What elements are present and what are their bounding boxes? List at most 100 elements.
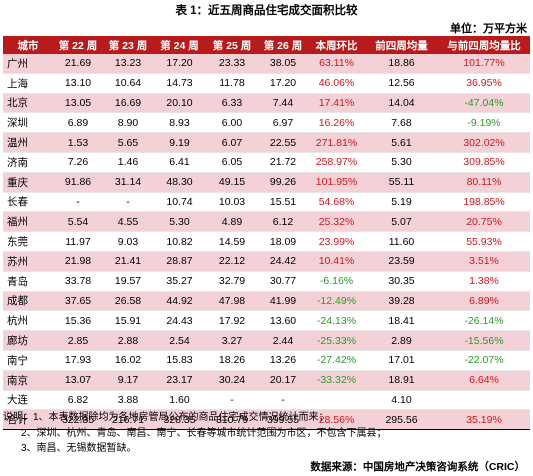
week-24-cell: 328.35 — [153, 409, 206, 431]
week-on-week-cell: -24.13% — [308, 310, 365, 332]
week-23-cell: 9.03 — [103, 231, 153, 252]
week-26-cell: 30.77 — [258, 271, 308, 292]
four-week-avg-cell: 55.11 — [365, 172, 438, 193]
header-week-26: 第 26 周 — [258, 36, 308, 54]
week-23-cell: 19.57 — [103, 271, 153, 292]
city-cell: 大连 — [3, 390, 53, 411]
week-26-cell: 13.26 — [258, 350, 308, 371]
city-cell: 温州 — [3, 132, 53, 153]
week-22-cell: 11.97 — [53, 231, 103, 252]
four-week-avg-cell: 14.04 — [365, 93, 438, 114]
table-row: 深圳 6.89 8.90 8.93 6.00 6.97 16.26% 7.68 -9.19% — [3, 112, 530, 134]
week-24-cell: 23.17 — [153, 370, 206, 391]
week-on-week-cell: 23.99% — [308, 231, 365, 252]
week-26-cell: 6.12 — [258, 211, 308, 233]
week-22-cell: 13.10 — [53, 73, 103, 94]
week-on-week-cell: 63.11% — [308, 54, 365, 74]
city-cell: 重庆 — [3, 172, 53, 193]
week-24-cell: 14.73 — [153, 73, 206, 94]
week-22-cell: 91.86 — [53, 172, 103, 193]
week-24-cell: 24.43 — [153, 310, 206, 332]
week-on-week-cell: 101.95% — [308, 172, 365, 193]
week-22-cell: 21.69 — [53, 54, 103, 74]
header-week-25: 第 25 周 — [206, 36, 258, 54]
header-week-on-week: 本周环比 — [308, 36, 365, 54]
week-25-cell: 6.00 — [206, 112, 258, 134]
four-week-avg-cell: 23.59 — [365, 251, 438, 272]
vs-avg-cell: 101.77% — [438, 54, 530, 74]
week-24-cell: 48.30 — [153, 172, 206, 193]
table-title: 表 1：近五周商品住宅成交面积比较 — [175, 5, 358, 17]
week-23-cell: 5.65 — [103, 132, 153, 153]
week-22-cell: 6.82 — [53, 390, 103, 411]
week-26-cell: - — [258, 390, 308, 411]
four-week-avg-cell: 7.68 — [365, 112, 438, 134]
four-week-avg-cell: 18.91 — [365, 370, 438, 391]
table-row: 大连 6.82 3.88 1.60- -4.10 — [3, 390, 530, 411]
week-22-cell: 5.54 — [53, 211, 103, 233]
week-23-cell: 1.46 — [103, 152, 153, 173]
week-22-cell: - — [53, 192, 103, 213]
week-23-cell: 16.69 — [103, 93, 153, 114]
week-24-cell: 20.10 — [153, 93, 206, 114]
notes: 说明：1、本表数据除均为各地房管局公布的商品住宅成交情况统计而来； 2、深圳、杭… — [3, 410, 387, 457]
city-cell: 广州 — [3, 54, 53, 74]
week-22-cell: 1.53 — [53, 132, 103, 153]
vs-avg-cell — [438, 390, 530, 411]
week-25-cell: 22.12 — [206, 251, 258, 272]
week-26-cell: 2.44 — [258, 330, 308, 351]
week-24-cell: 10.82 — [153, 231, 206, 252]
week-25-cell: 17.92 — [206, 310, 258, 332]
week-25-cell: 6.05 — [206, 152, 258, 173]
vs-avg-cell: 1.38% — [438, 271, 530, 292]
week-23-cell: 21.41 — [103, 251, 153, 272]
week-26-cell: 15.51 — [258, 192, 308, 213]
header-week-22: 第 22 周 — [53, 36, 103, 54]
vs-avg-cell: 3.51% — [438, 251, 530, 272]
week-24-cell: 9.19 — [153, 132, 206, 153]
city-cell: 青岛 — [3, 271, 53, 292]
week-25-cell: 10.03 — [206, 192, 258, 213]
week-on-week-cell: -12.49% — [308, 291, 365, 312]
week-24-cell: 1.60 — [153, 390, 206, 411]
week-22-cell: 6.89 — [53, 112, 103, 134]
vs-avg-cell: -26.14% — [438, 310, 530, 332]
week-22-cell: 322.35 — [53, 409, 103, 431]
week-25-cell: 6.07 — [206, 132, 258, 153]
week-22-cell: 37.65 — [53, 291, 103, 312]
note-line: 说明：1、本表数据除均为各地房管局公布的商品住宅成交情况统计而来； — [3, 412, 329, 423]
week-26-cell: 24.42 — [258, 251, 308, 272]
week-22-cell: 13.05 — [53, 93, 103, 114]
vs-avg-cell: 309.85% — [438, 152, 530, 173]
week-on-week-cell: 10.41% — [308, 251, 365, 272]
week-23-cell: 4.55 — [103, 211, 153, 233]
week-22-cell: 13.07 — [53, 370, 103, 391]
week-23-cell: 216.71 — [103, 409, 153, 431]
vs-avg-cell: 80.11% — [438, 172, 530, 193]
data-source: 数据来源：中国房地产决策咨询系统（CRIC） — [310, 461, 525, 473]
table-row: 北京 13.05 16.69 20.10 6.33 7.44 17.41% 14.04 -47.… — [3, 93, 530, 114]
week-26-cell: 22.55 — [258, 132, 308, 153]
week-on-week-cell — [308, 390, 365, 411]
four-week-avg-cell: 5.30 — [365, 152, 438, 173]
city-cell: 福州 — [3, 211, 53, 233]
vs-avg-cell: 55.93% — [438, 231, 530, 252]
header-city: 城市 — [3, 36, 53, 54]
vs-avg-cell: 302.02% — [438, 132, 530, 153]
week-25-cell: 49.15 — [206, 172, 258, 193]
week-25-cell: 32.79 — [206, 271, 258, 292]
week-on-week-cell: 25.32% — [308, 211, 365, 233]
vs-avg-cell: -47.04% — [438, 93, 530, 114]
table-row: 重庆 91.86 31.14 48.30 49.15 99.26 101.95% 55.11 8… — [3, 172, 530, 193]
table-row: 廊坊 2.85 2.88 2.54 3.27 2.44 -25.33% 2.89 -15.56% — [3, 330, 530, 351]
city-cell: 南京 — [3, 370, 53, 391]
four-week-avg-cell: 17.01 — [365, 350, 438, 371]
vs-avg-cell: -22.07% — [438, 350, 530, 371]
four-week-avg-cell: 5.61 — [365, 132, 438, 153]
week-26-cell: 6.97 — [258, 112, 308, 134]
table-row: 广州 21.69 13.23 17.20 23.33 38.05 63.11% 18.86 10… — [3, 54, 530, 74]
week-26-cell: 38.05 — [258, 54, 308, 74]
week-on-week-cell: 46.06% — [308, 73, 365, 94]
vs-avg-cell: 20.75% — [438, 211, 530, 233]
week-22-cell: 33.78 — [53, 271, 103, 292]
